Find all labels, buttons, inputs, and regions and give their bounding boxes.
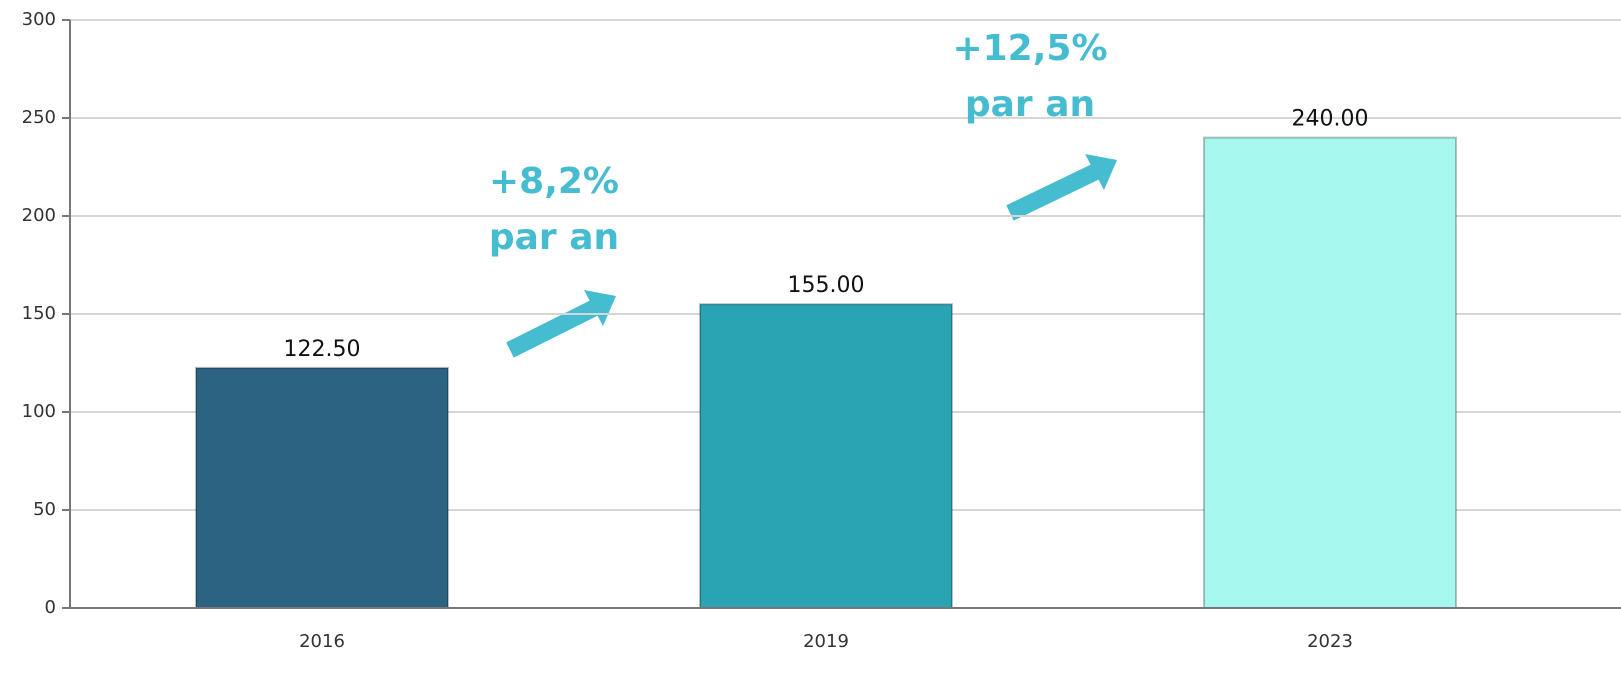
- bar: [195, 366, 449, 609]
- x-tick-label: 2016: [299, 631, 345, 652]
- y-tick-label: 50: [33, 499, 56, 520]
- y-tick-label: 150: [22, 303, 56, 324]
- arrow: [1006, 154, 1117, 221]
- y-tick-label: 0: [45, 597, 56, 618]
- annotation: +12,5%: [952, 28, 1107, 69]
- annotation: par an: [965, 84, 1095, 125]
- value-label: 122.50: [284, 337, 361, 362]
- y-tick-label: 100: [22, 401, 56, 422]
- arrow: [506, 290, 616, 358]
- value-label: 155.00: [788, 273, 865, 298]
- x-tick-label: 2019: [803, 631, 849, 652]
- annotation: +8,2%: [489, 161, 619, 202]
- y-tick-label: 250: [22, 107, 56, 128]
- annotation: par an: [489, 217, 619, 258]
- y-tick-label: 200: [22, 205, 56, 226]
- y-tick-label: 300: [22, 9, 56, 30]
- value-label: 240.00: [1292, 107, 1369, 132]
- bar: [1203, 136, 1457, 609]
- bar: [699, 303, 953, 609]
- x-tick-label: 2023: [1307, 631, 1353, 652]
